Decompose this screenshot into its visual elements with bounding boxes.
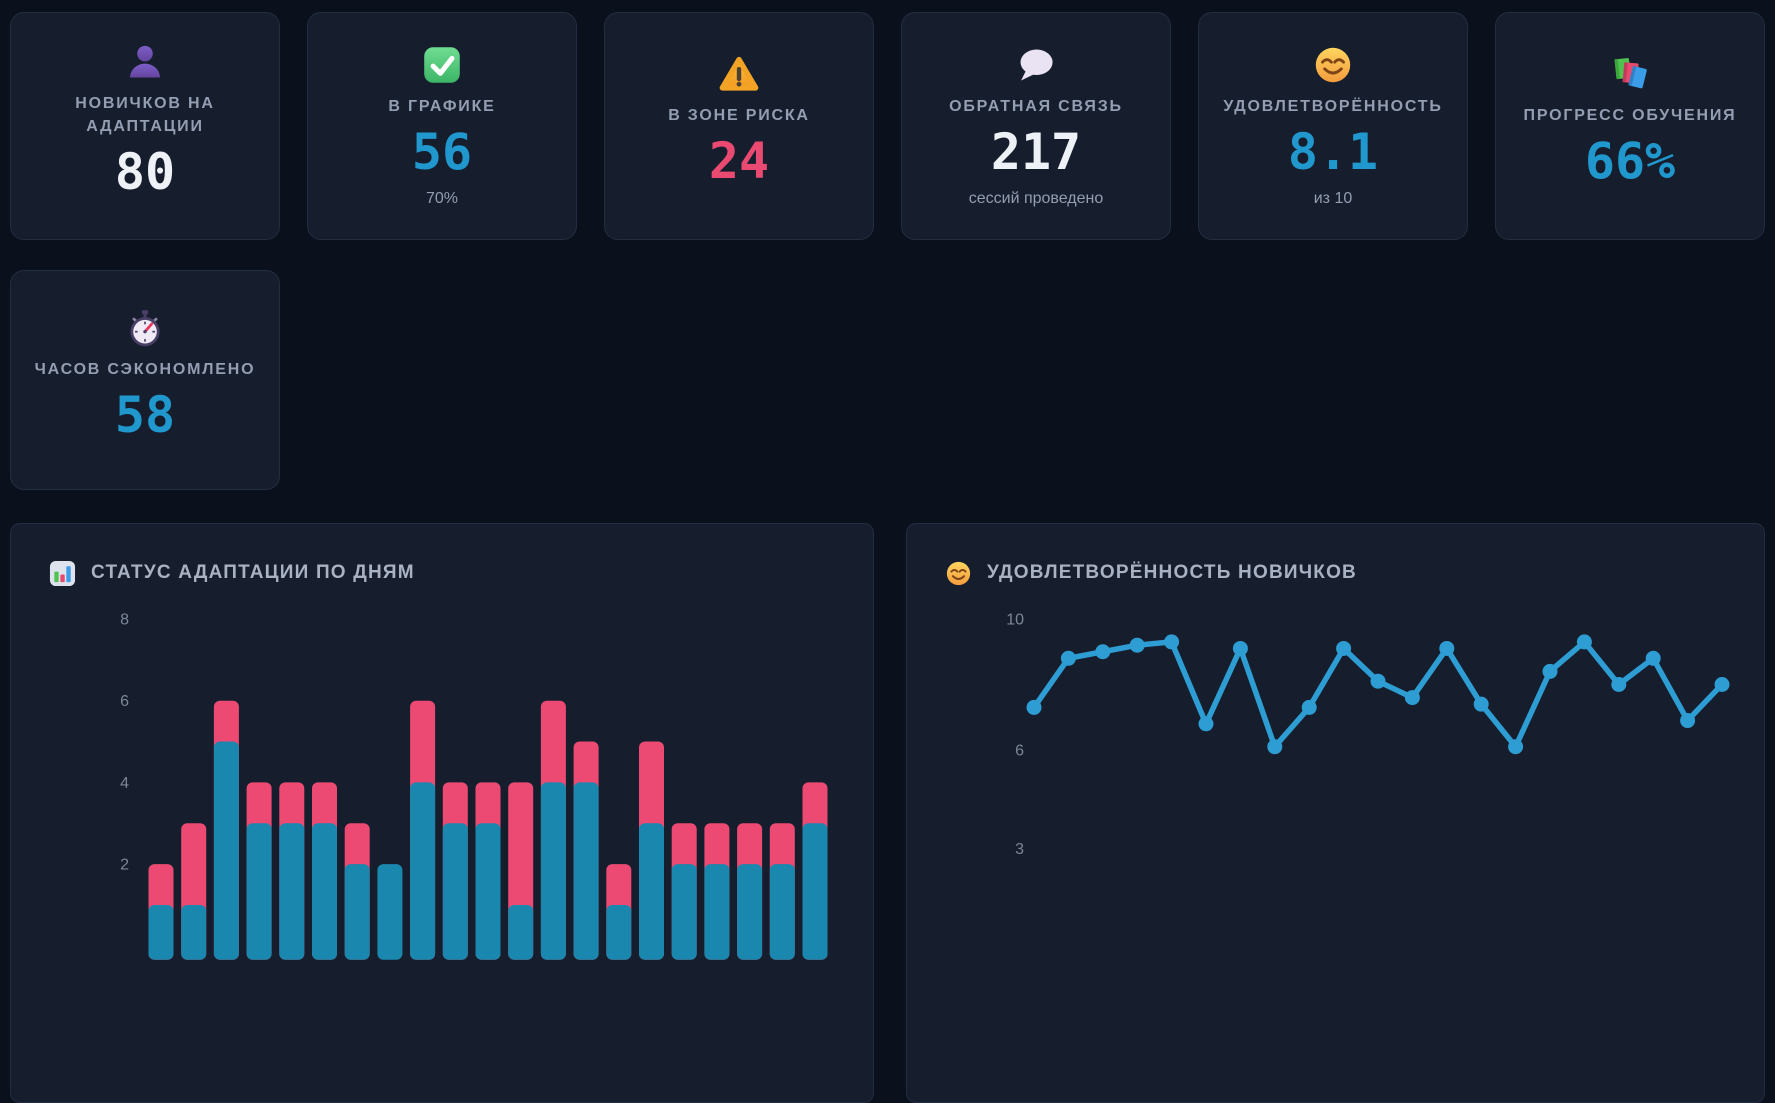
kpi-sub: 70%	[425, 189, 459, 207]
chart-title: СТАТУС АДАПТАЦИИ ПО ДНЯМ	[91, 562, 415, 583]
kpi-card-at-risk: В ЗОНЕ РИСКА 24	[604, 12, 874, 240]
svg-text:8: 8	[120, 612, 129, 629]
svg-text:10: 10	[1006, 612, 1024, 629]
charts-row: СТАТУС АДАПТАЦИИ ПО ДНЯМ 8 6 4 2 УДОВЛЕТВОР…	[0, 523, 1775, 1103]
kpi-card-on-track: В ГРАФИКЕ 56 70%	[307, 12, 577, 240]
kpi-value: 217	[990, 123, 1082, 182]
kpi-sub: сессий проведено	[968, 189, 1104, 207]
bar-chart-icon	[49, 560, 76, 587]
kpi-label: УДОВЛЕТВОРЁННОСТЬ	[1223, 98, 1443, 116]
chart-title-row: СТАТУС АДАПТАЦИИ ПО ДНЯМ	[11, 558, 873, 588]
chart-title: УДОВЛЕТВОРЁННОСТЬ НОВИЧКОВ	[987, 562, 1357, 583]
svg-text:3: 3	[1015, 841, 1024, 858]
kpi-cards-grid: НОВИЧКОВ НА АДАПТАЦИИ 80 В ГРАФИКЕ 56 70…	[0, 0, 1775, 490]
svg-text:4: 4	[120, 775, 129, 792]
kpi-label: ОБРАТНАЯ СВЯЗЬ	[949, 98, 1123, 116]
smiley-icon	[945, 560, 972, 587]
books-icon	[1609, 53, 1651, 95]
stopwatch-icon	[126, 307, 164, 349]
speech-icon	[1015, 44, 1057, 86]
kpi-sub: из 10	[1313, 189, 1353, 207]
kpi-label: ПРОГРЕСС ОБУЧЕНИЯ	[1523, 106, 1737, 124]
kpi-value: 8.1	[1287, 123, 1379, 182]
kpi-value: 24	[708, 131, 770, 190]
kpi-label: ЧАСОВ СЭКОНОМЛЕНО	[34, 360, 256, 378]
kpi-label: В ЗОНЕ РИСКА	[668, 106, 810, 124]
kpi-card-satisfaction: УДОВЛЕТВОРЁННОСТЬ 8.1 из 10	[1198, 12, 1468, 240]
smiley-icon	[1313, 44, 1353, 86]
check-icon	[422, 44, 462, 86]
svg-text:6: 6	[120, 693, 129, 710]
svg-text:2: 2	[120, 857, 129, 874]
adaptation-status-bar-chart: 8 6 4 2	[120, 612, 828, 960]
kpi-label: В ГРАФИКЕ	[388, 98, 496, 116]
warning-icon	[718, 53, 760, 95]
kpi-value: 58	[114, 385, 176, 444]
kpi-card-feedback: ОБРАТНАЯ СВЯЗЬ 217 сессий проведено	[901, 12, 1171, 240]
satisfaction-line-chart: 10 6 3	[1006, 612, 1730, 858]
kpi-value: 80	[114, 143, 176, 202]
adaptation-status-chart-panel: СТАТУС АДАПТАЦИИ ПО ДНЯМ 8 6 4 2	[10, 523, 874, 1103]
svg-text:6: 6	[1015, 743, 1024, 760]
kpi-card-hours-saved: ЧАСОВ СЭКОНОМЛЕНО 58	[10, 270, 280, 490]
satisfaction-chart-panel: УДОВЛЕТВОРЁННОСТЬ НОВИЧКОВ 10 6 3	[906, 523, 1765, 1103]
kpi-card-training-progress: ПРОГРЕСС ОБУЧЕНИЯ 66%	[1495, 12, 1765, 240]
person-icon	[125, 41, 165, 83]
kpi-value: 66%	[1584, 131, 1676, 190]
kpi-value: 56	[411, 123, 473, 182]
chart-title-row: УДОВЛЕТВОРЁННОСТЬ НОВИЧКОВ	[907, 558, 1764, 588]
kpi-card-newcomers: НОВИЧКОВ НА АДАПТАЦИИ 80	[10, 12, 280, 240]
kpi-label: НОВИЧКОВ НА АДАПТАЦИИ	[75, 95, 215, 135]
